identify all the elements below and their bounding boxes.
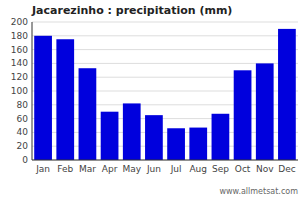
title: Jacarezinho : precipitation (mm) <box>31 4 232 17</box>
bar <box>56 39 74 160</box>
bar <box>212 114 230 160</box>
x-tick-label: Jun <box>146 164 161 174</box>
bar <box>79 68 97 160</box>
y-tick-label: 200 <box>11 17 28 27</box>
x-tick-label: May <box>122 164 141 174</box>
x-tick-label: Apr <box>102 164 118 174</box>
x-tick-label: Dec <box>278 164 295 174</box>
y-tick-label: 80 <box>17 100 29 110</box>
bar <box>189 128 207 160</box>
bar <box>101 112 119 160</box>
x-tick-label: Aug <box>189 164 207 174</box>
y-tick-label: 160 <box>11 45 28 55</box>
bar <box>145 115 163 160</box>
bars <box>34 29 296 160</box>
bar <box>123 103 141 160</box>
x-tick-label: Sep <box>212 164 229 174</box>
x-tick-label: Nov <box>256 164 274 174</box>
bar <box>278 29 296 160</box>
y-axis-line <box>32 22 33 160</box>
y-tick-label: 0 <box>22 155 28 165</box>
watermark: www.allmetsat.com <box>220 187 299 196</box>
x-tick-label: Oct <box>235 164 251 174</box>
bar <box>34 36 52 160</box>
y-tick-label: 180 <box>11 31 28 41</box>
grid-line <box>32 35 298 36</box>
y-tick-label: 40 <box>17 127 29 137</box>
grid-line <box>32 160 298 161</box>
grid-line <box>32 22 298 23</box>
x-tick-label: Mar <box>79 164 96 174</box>
grid <box>32 22 298 160</box>
chart-container: Jacarezinho : precipitation (mm) 0 20 40 60 8… <box>0 0 306 200</box>
y-tick-label: 120 <box>11 72 28 82</box>
y-tick-label: 140 <box>11 58 28 68</box>
x-tick-label: Feb <box>57 164 73 174</box>
y-tick-label: 60 <box>17 114 29 124</box>
x-tick-label: Jan <box>35 164 50 174</box>
bar <box>234 70 252 160</box>
chart-svg: Jacarezinho : precipitation (mm) 0 20 40 60 8… <box>0 0 306 200</box>
x-tick-label: Jul <box>170 164 182 174</box>
x-axis-line <box>32 160 298 161</box>
bar <box>256 63 274 160</box>
y-tick-label: 100 <box>11 86 28 96</box>
bar <box>167 128 185 160</box>
y-tick-label: 20 <box>17 141 29 151</box>
